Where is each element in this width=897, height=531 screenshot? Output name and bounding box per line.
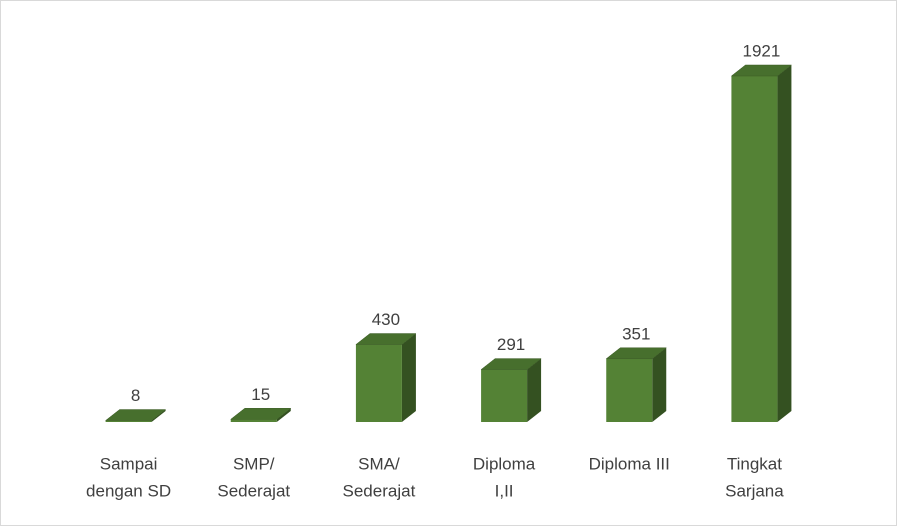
x-tick-label: Sederajat [217,481,290,500]
bar [230,419,277,422]
bar [481,369,528,422]
x-tick-label: SMP/ [233,454,275,473]
bar-side [151,409,166,422]
bar-side [276,408,291,422]
x-tick-label: SMA/ [358,454,400,473]
x-tick-label: Sampai [100,454,158,473]
x-tick-label: Diploma [473,454,536,473]
bar [105,420,152,422]
bar-side [652,347,667,422]
bar-top [605,347,667,360]
bar [606,358,653,422]
bar-side [401,333,416,422]
x-tick-label: Sarjana [725,481,784,500]
data-label: 15 [251,385,270,404]
bar-top [480,358,542,370]
bar [731,76,778,422]
bar-top [104,409,167,421]
bar [355,344,402,422]
bar-side [527,358,542,422]
data-label: 8 [131,386,140,405]
bar-side [777,65,792,422]
x-tick-label: dengan SD [86,481,171,500]
x-tick-label: I,II [495,481,514,500]
x-tick-label: Diploma III [589,454,670,473]
x-tick-label: Sederajat [343,481,416,500]
data-label: 430 [372,310,400,329]
bar-top [730,64,793,77]
bar-top [355,333,417,345]
data-label: 291 [497,335,525,354]
data-label: 1921 [743,41,781,60]
bar-top [230,408,292,420]
x-tick-label: Tingkat [727,454,782,473]
data-label: 351 [622,324,650,343]
